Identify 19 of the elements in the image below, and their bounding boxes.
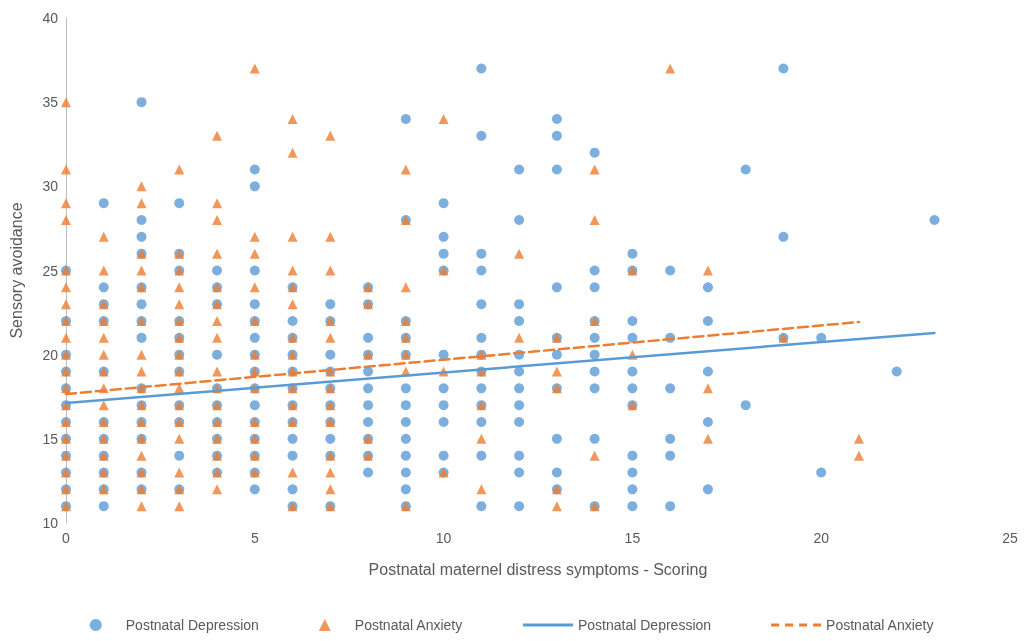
y-tick-label: 15: [42, 430, 59, 447]
legend-label: Postnatal Depression: [125, 617, 259, 633]
legend-label: Postnatal Depression: [578, 617, 712, 633]
x-tick-label: 25: [1002, 530, 1018, 546]
y-tick-label: 25: [42, 262, 59, 279]
legend-label: Postnatal Anxiety: [354, 617, 463, 633]
x-tick-label: 10: [435, 530, 452, 546]
y-tick-label: 20: [42, 346, 59, 363]
legend-label: Postnatal Anxiety: [826, 617, 934, 633]
y-tick-label: 40: [42, 10, 59, 26]
x-tick-label: 0: [62, 530, 71, 546]
x-tick-label: 20: [813, 530, 830, 546]
y-axis-title: Sensory avoidance: [7, 202, 25, 339]
y-tick-label: 35: [42, 94, 59, 111]
x-axis-title: Postnatal maternel distress symptoms - Scoring: [368, 560, 708, 578]
x-tick-label: 15: [624, 530, 641, 546]
y-tick-label: 10: [42, 515, 59, 531]
y-tick-label: 30: [42, 178, 59, 195]
x-tick-label: 5: [250, 530, 259, 546]
